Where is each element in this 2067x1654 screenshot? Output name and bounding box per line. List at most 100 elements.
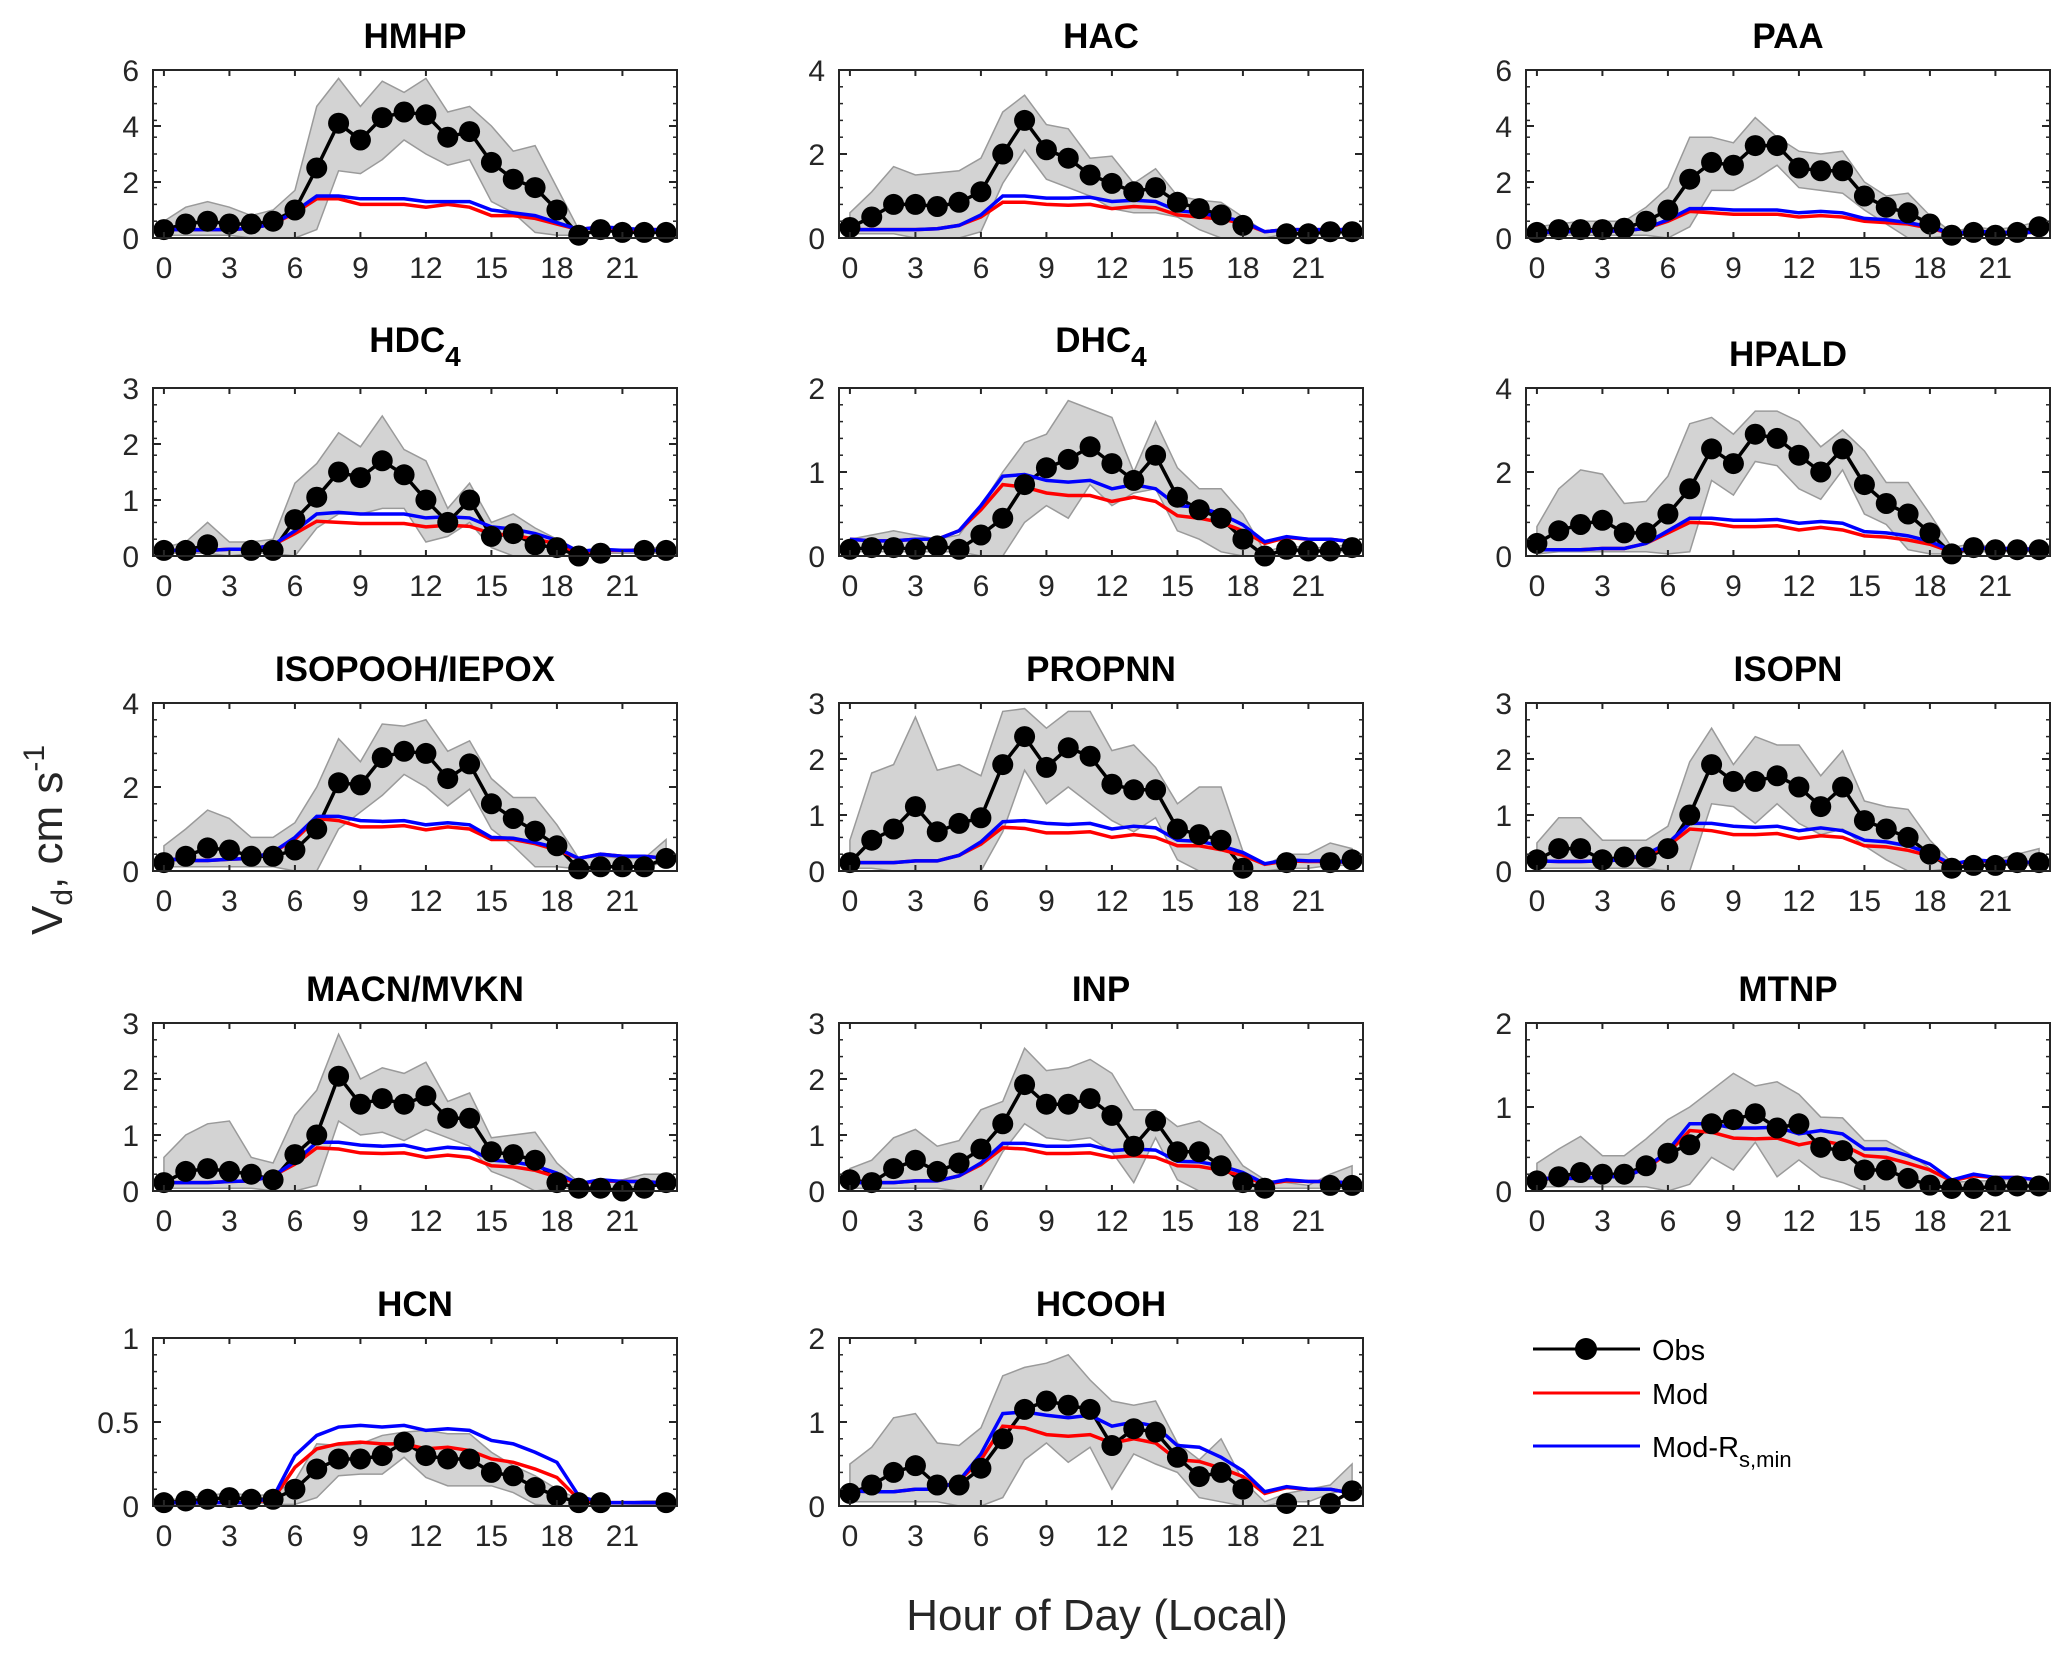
obs-point: [197, 534, 219, 556]
x-tick-label: 18: [1913, 570, 1946, 603]
obs-point: [1897, 202, 1919, 224]
x-tick-label: 3: [221, 252, 238, 285]
obs-point: [1744, 135, 1766, 157]
obs-point: [2028, 216, 2050, 238]
obs-point: [480, 1461, 502, 1483]
x-tick-label: 15: [1848, 885, 1881, 918]
obs-point: [218, 213, 240, 235]
obs-point: [970, 181, 992, 203]
obs-point: [2006, 852, 2028, 874]
obs-point: [437, 768, 459, 790]
obs-point: [1166, 486, 1188, 508]
x-tick-label: 15: [1848, 570, 1881, 603]
obs-point: [524, 1149, 546, 1171]
obs-point: [1657, 503, 1679, 525]
obs-point: [546, 835, 568, 857]
obs-point: [1635, 846, 1657, 868]
obs-point: [926, 535, 948, 557]
obs-point: [904, 1149, 926, 1171]
x-tick-label: 3: [221, 1520, 238, 1553]
obs-point: [1276, 538, 1298, 560]
obs-point: [218, 839, 240, 861]
obs-point: [861, 829, 883, 851]
obs-point: [153, 1172, 175, 1194]
x-tick-label: 21: [1979, 570, 2012, 603]
obs-point: [328, 112, 350, 134]
x-tick-label: 9: [352, 1520, 369, 1553]
obs-point: [1123, 779, 1145, 801]
obs-point: [948, 812, 970, 834]
x-tick-label: 6: [287, 885, 304, 918]
x-tick-label: 9: [1038, 1205, 1055, 1238]
obs-point: [1276, 223, 1298, 245]
obs-point: [1744, 423, 1766, 445]
obs-point: [568, 1177, 590, 1199]
x-tick-label: 3: [907, 570, 924, 603]
x-tick-label: 6: [973, 252, 990, 285]
panel-title: HPALD: [1729, 335, 1847, 374]
obs-point: [2028, 1175, 2050, 1197]
y-tick-label: 4: [1495, 373, 1512, 406]
x-tick-label: 6: [973, 570, 990, 603]
obs-point: [284, 1478, 306, 1500]
obs-point: [1853, 185, 1875, 207]
obs-point: [349, 1448, 371, 1470]
x-tick-label: 12: [1095, 885, 1128, 918]
x-tick-label: 9: [352, 570, 369, 603]
obs-point: [1188, 198, 1210, 220]
panel-title-main: PAA: [1752, 17, 1823, 56]
obs-point: [524, 534, 546, 556]
obs-point: [1014, 474, 1036, 496]
x-tick-label: 18: [1226, 252, 1259, 285]
x-tick-label: 9: [352, 252, 369, 285]
x-tick-label: 0: [842, 1520, 859, 1553]
panel-title: MACN/MVKN: [306, 970, 524, 1009]
obs-point: [861, 537, 883, 559]
x-tick-label: 9: [352, 1205, 369, 1238]
obs-point: [992, 1428, 1014, 1450]
obs-point: [197, 1158, 219, 1180]
obs-point: [633, 1177, 655, 1199]
y-tick-label: 0: [1495, 856, 1512, 889]
obs-point: [1788, 157, 1810, 179]
obs-point: [240, 539, 262, 561]
x-tick-label: 18: [540, 1520, 573, 1553]
obs-point: [1832, 776, 1854, 798]
obs-point: [655, 539, 677, 561]
obs-point: [371, 1445, 393, 1467]
obs-point: [1079, 164, 1101, 186]
obs-point: [1210, 507, 1232, 529]
y-axis-label-rest: , cm s: [23, 772, 72, 889]
x-tick-label: 18: [1226, 570, 1259, 603]
obs-point: [1984, 539, 2006, 561]
obs-point: [1701, 754, 1723, 776]
x-tick-label: 3: [1594, 252, 1611, 285]
obs-point: [992, 754, 1014, 776]
obs-point: [590, 856, 612, 878]
obs-point: [948, 538, 970, 560]
panel-title-main: MACN/MVKN: [306, 970, 524, 1009]
obs-point: [1897, 826, 1919, 848]
legend-modrs-label-main: Mod-R: [1652, 1432, 1739, 1464]
obs-point: [1832, 160, 1854, 182]
obs-point: [1319, 221, 1341, 243]
obs-point: [502, 1465, 524, 1487]
obs-point: [349, 774, 371, 796]
obs-point: [1766, 1117, 1788, 1139]
y-tick-label: 4: [122, 111, 139, 144]
y-tick-label: 0: [808, 856, 825, 889]
obs-point: [415, 1445, 437, 1467]
obs-point: [1897, 503, 1919, 525]
obs-point: [262, 539, 284, 561]
obs-point: [262, 210, 284, 232]
obs-point: [1548, 838, 1570, 860]
mod-rs-min-line: [849, 194, 1353, 234]
x-tick-label: 12: [409, 1520, 442, 1553]
obs-point: [1570, 1162, 1592, 1184]
panel-title: HCOOH: [1036, 1285, 1166, 1324]
obs-point: [1035, 139, 1057, 161]
obs-point: [1657, 199, 1679, 221]
